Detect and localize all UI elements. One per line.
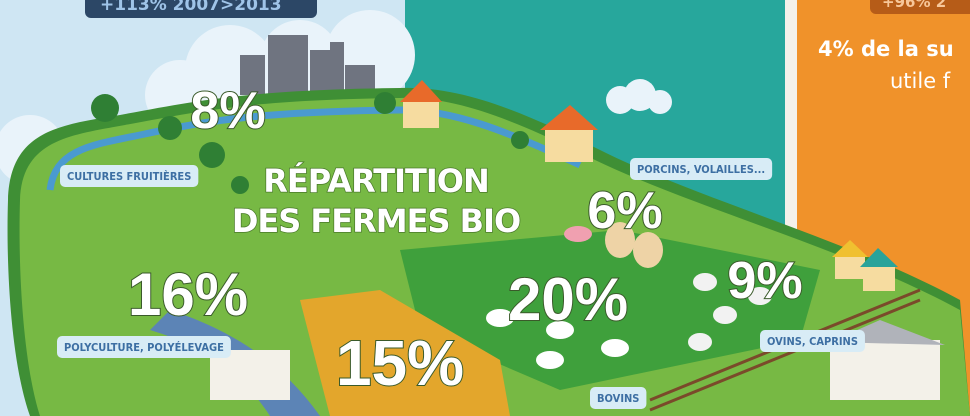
side-text: utile f bbox=[890, 69, 951, 93]
percent: 15% bbox=[336, 327, 464, 399]
label: POLYCULTURE, POLYÉLEVAGE bbox=[64, 341, 224, 354]
badge-text: +96% 2 bbox=[882, 0, 946, 11]
infographic: +113% 2007>2013 +96% 2 4% de la su utile… bbox=[0, 0, 970, 416]
label: OVINS, CAPRINS bbox=[767, 335, 858, 348]
percent: 16% bbox=[128, 261, 248, 328]
percent: 6% bbox=[587, 182, 662, 240]
label: PORCINS, VOLAILLES... bbox=[637, 163, 765, 176]
title: RÉPARTITION bbox=[263, 162, 488, 200]
percent: 9% bbox=[727, 252, 802, 310]
label: BOVINS bbox=[597, 392, 639, 405]
percent: 8% bbox=[190, 82, 265, 140]
side-text: 4% de la su bbox=[818, 37, 954, 61]
label: CULTURES FRUITIÈRES bbox=[67, 170, 191, 183]
percent: 20% bbox=[508, 266, 628, 333]
badge-text: +113% 2007>2013 bbox=[100, 0, 282, 15]
title: DES FERMES BIO bbox=[232, 202, 520, 240]
